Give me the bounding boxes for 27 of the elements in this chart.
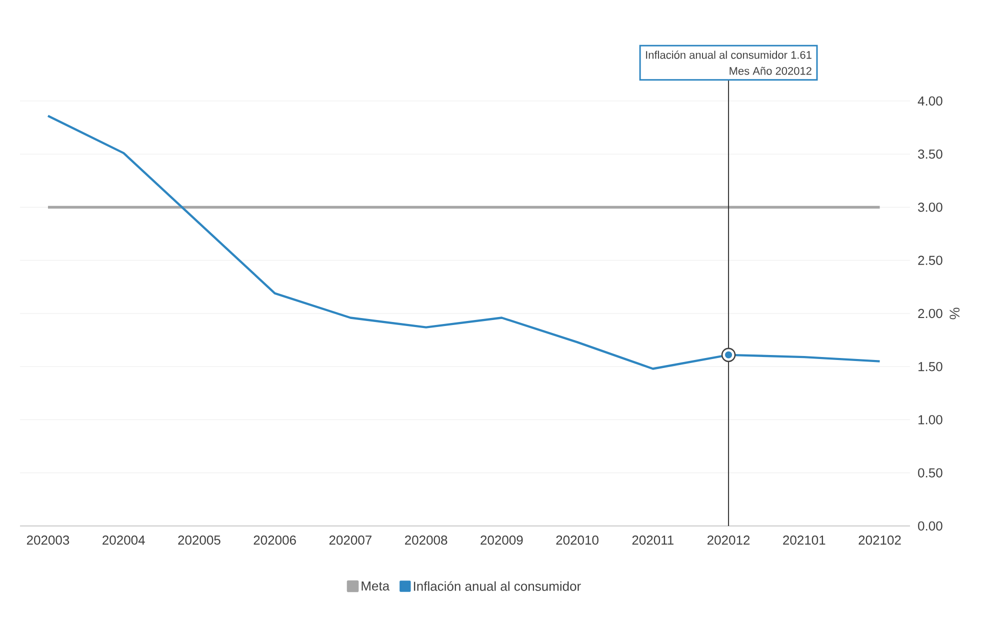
- x-tick-label: 202011: [632, 536, 674, 545]
- legend-label: Meta: [362, 582, 390, 591]
- x-tick-label: 202012: [707, 536, 750, 545]
- x-tick-label: 202010: [556, 536, 598, 545]
- x-tick-label: 202101: [783, 536, 826, 545]
- x-tick-label: 202004: [102, 536, 145, 545]
- x-tick-label: 202008: [405, 536, 448, 545]
- y-tick-label: 1.50: [918, 362, 942, 372]
- y-tick-label: 3.50: [918, 150, 942, 159]
- line-series: [46, 114, 881, 370]
- x-tick-label: 202006: [254, 536, 296, 545]
- y-tick-label: 3.00: [918, 202, 942, 212]
- x-tick-label: 202003: [26, 536, 70, 545]
- y-tick-label: 4.00: [918, 96, 942, 106]
- y-tick-label: 2.00: [918, 308, 942, 318]
- y-tick-label: 1.00: [918, 415, 942, 424]
- y-tick-label: 0.00: [918, 521, 942, 531]
- x-tick-label: 202005: [178, 536, 220, 545]
- y-tick-label: 2.50: [918, 256, 942, 265]
- y-tick-label: 0.50: [918, 468, 942, 478]
- x-tick-label: 202102: [858, 536, 901, 545]
- legend-label: Inflación anual al consumidor: [414, 581, 581, 591]
- y-axis-title: %: [950, 308, 960, 320]
- text: Mes Año 202012: [730, 66, 812, 75]
- x-tick-label: 202007: [329, 536, 372, 545]
- x-tick-label: 202009: [480, 536, 523, 545]
- text: Inflación anual al consumidor 1.61: [646, 50, 812, 59]
